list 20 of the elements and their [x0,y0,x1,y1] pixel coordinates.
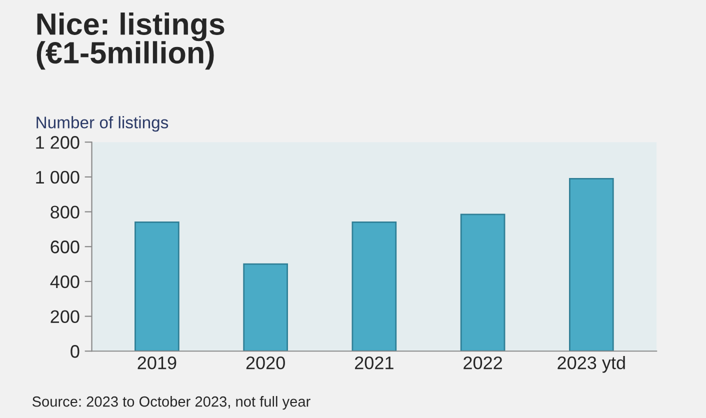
x-tick-label: 2021 [355,356,394,370]
y-tick-label: 400 [50,275,80,288]
y-tick-label: 600 [50,240,80,254]
y-tick-label: 1 000 [36,170,80,184]
chart-title: Nice: listings (€1-5million) [36,12,224,70]
x-tick-label: 2023 ytd [558,356,625,373]
x-tick-label: 2022 [464,356,502,370]
bar [460,214,506,352]
y-axis-title: Number of listings [36,116,168,132]
source-note: Source: 2023 to October 2023, not full year [32,396,310,410]
y-tick-label: 200 [50,310,80,324]
x-tick-label: 2020 [246,356,285,370]
x-tick-label: 2019 [138,356,176,370]
bar [568,178,614,352]
y-tick-label: 1 200 [36,136,80,149]
y-tick-label: 800 [50,206,80,219]
bar [352,222,397,352]
bar [243,263,288,352]
bar [134,222,180,352]
y-tick-label: 0 [70,345,80,358]
